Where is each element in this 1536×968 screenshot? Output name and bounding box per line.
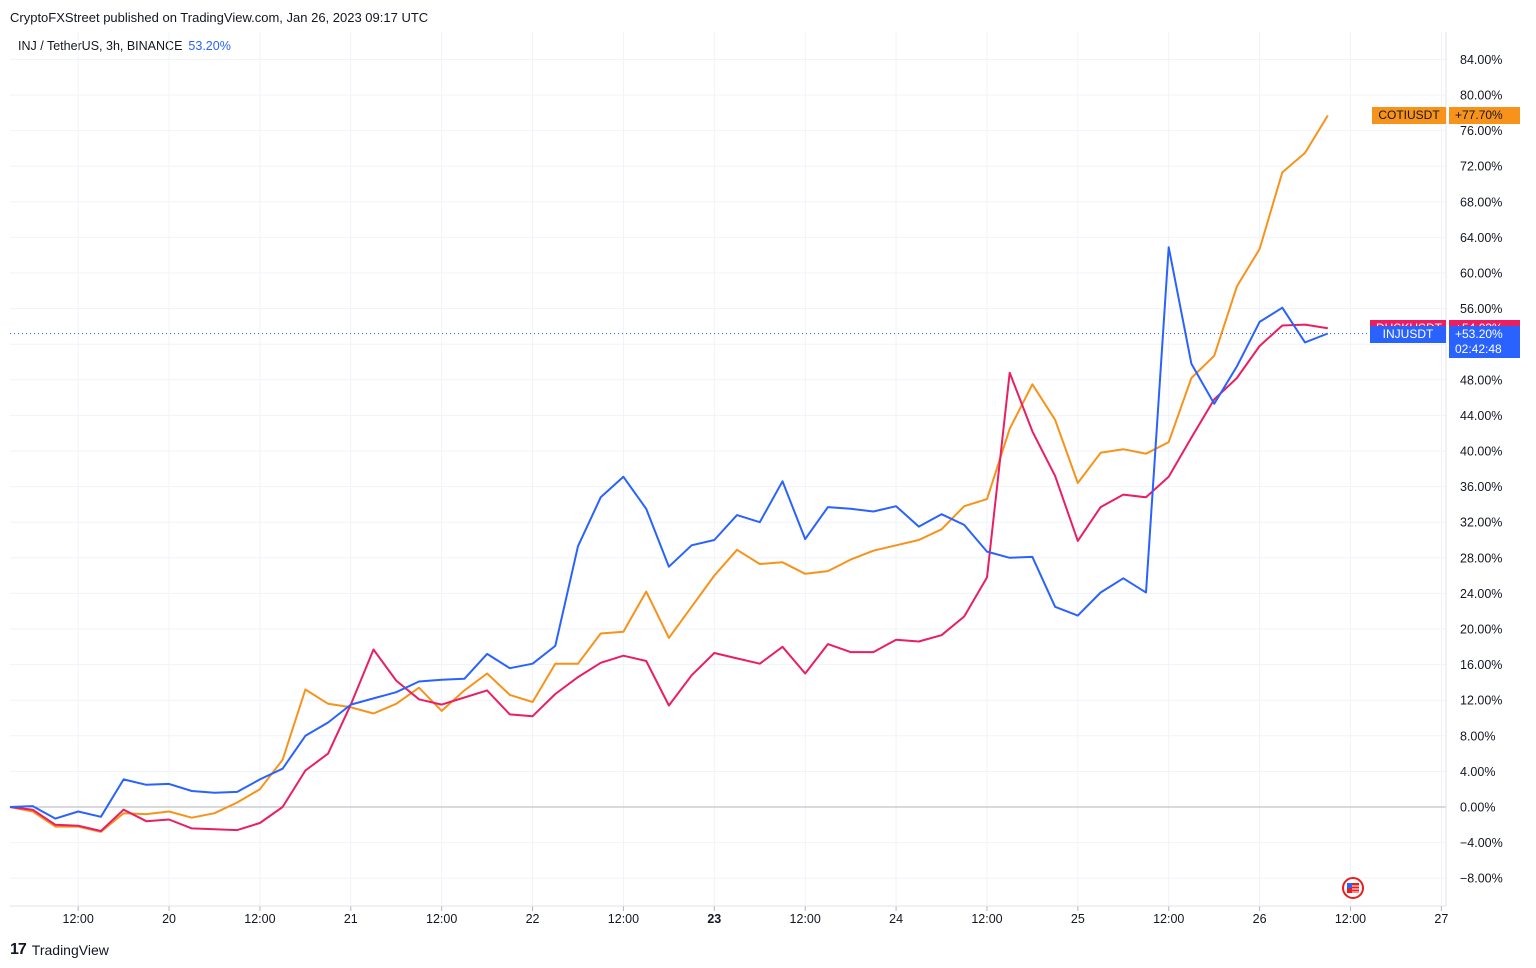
y-tick-label: 80.00% xyxy=(1460,89,1502,103)
series-line-cotiusdt xyxy=(9,114,1329,833)
x-tick-label: 27 xyxy=(1434,912,1448,926)
series-value-tag-injusdt: +53.20% 02:42:48 xyxy=(1449,326,1520,358)
axes: 84.00% 80.00% 76.00% 72.00% 68.00% 64.00% 60.0… xyxy=(10,32,1503,926)
symbol-change: 53.20% xyxy=(188,39,231,53)
x-tick-label: 12:00 xyxy=(971,912,1002,926)
inj-value-text: +53.20% xyxy=(1455,327,1503,341)
x-tick-label: 12:00 xyxy=(1335,912,1366,926)
series-line-injusdt xyxy=(9,246,1329,820)
series-lines xyxy=(9,114,1329,833)
x-tick-label: 23 xyxy=(707,912,721,926)
y-tick-label: 16.00% xyxy=(1460,658,1502,672)
bar-countdown: 02:42:48 xyxy=(1455,342,1502,356)
y-tick-label: 12.00% xyxy=(1460,694,1502,708)
y-tick-label: 28.00% xyxy=(1460,551,1502,565)
y-tick-label: −4.00% xyxy=(1460,836,1503,850)
x-tick-label: 22 xyxy=(526,912,540,926)
y-tick-label: 8.00% xyxy=(1460,729,1495,743)
x-tick-label: 26 xyxy=(1253,912,1267,926)
x-tick-label: 25 xyxy=(1071,912,1085,926)
x-tick-label: 12:00 xyxy=(1153,912,1184,926)
y-tick-label: 76.00% xyxy=(1460,124,1502,138)
x-tick-label: 12:00 xyxy=(244,912,275,926)
y-tick-label: 68.00% xyxy=(1460,195,1502,209)
y-tick-label: 40.00% xyxy=(1460,445,1502,459)
y-tick-label: −8.00% xyxy=(1460,872,1503,886)
us-flag-icon-body xyxy=(1347,883,1359,893)
markers xyxy=(10,333,1446,899)
y-tick-label: 20.00% xyxy=(1460,623,1502,637)
y-tick-label: 44.00% xyxy=(1460,409,1502,423)
tradingview-logo-icon: 17 xyxy=(10,941,27,958)
series-name-tag-cotiusdt: COTIUSDT xyxy=(1372,107,1446,124)
x-tick-label: 12:00 xyxy=(426,912,457,926)
y-tick-label: 60.00% xyxy=(1460,267,1502,281)
footer-brand-text: TradingView xyxy=(31,942,109,958)
y-tick-label: 32.00% xyxy=(1460,516,1502,530)
y-tick-label: 36.00% xyxy=(1460,480,1502,494)
x-tick-label: 12:00 xyxy=(790,912,821,926)
x-tick-label: 12:00 xyxy=(63,912,94,926)
y-tick-label: 24.00% xyxy=(1460,587,1502,601)
footer-brand[interactable]: 17 TradingView xyxy=(10,941,109,959)
x-tick-label: 20 xyxy=(162,912,176,926)
y-tick-label: 0.00% xyxy=(1460,801,1495,815)
series-line-duskusdt xyxy=(9,323,1328,832)
series-value-tag-cotiusdt: +77.70% xyxy=(1449,107,1520,124)
series-name-tag-injusdt: INJUSDT xyxy=(1370,326,1446,343)
symbol-name: INJ / TetherUS, 3h, BINANCE xyxy=(18,39,183,53)
x-tick-label: 24 xyxy=(889,912,903,926)
y-tick-label: 64.00% xyxy=(1460,231,1502,245)
y-tick-label: 72.00% xyxy=(1460,160,1502,174)
grid xyxy=(10,32,1446,906)
symbol-line[interactable]: INJ / TetherUS, 3h, BINANCE 53.20% xyxy=(18,39,231,53)
publish-line: CryptoFXStreet published on TradingView.… xyxy=(10,10,429,25)
x-tick-label: 12:00 xyxy=(608,912,639,926)
us-flag-icon-canton xyxy=(1347,883,1352,888)
x-tick-label: 21 xyxy=(344,912,358,926)
y-tick-label: 84.00% xyxy=(1460,53,1502,67)
y-tick-label: 4.00% xyxy=(1460,765,1495,779)
y-tick-label: 48.00% xyxy=(1460,373,1502,387)
y-tick-label: 56.00% xyxy=(1460,302,1502,316)
